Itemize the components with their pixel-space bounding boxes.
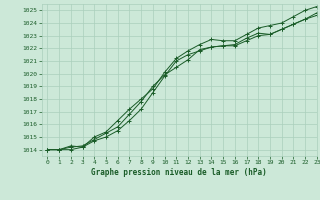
X-axis label: Graphe pression niveau de la mer (hPa): Graphe pression niveau de la mer (hPa) [91,168,267,177]
